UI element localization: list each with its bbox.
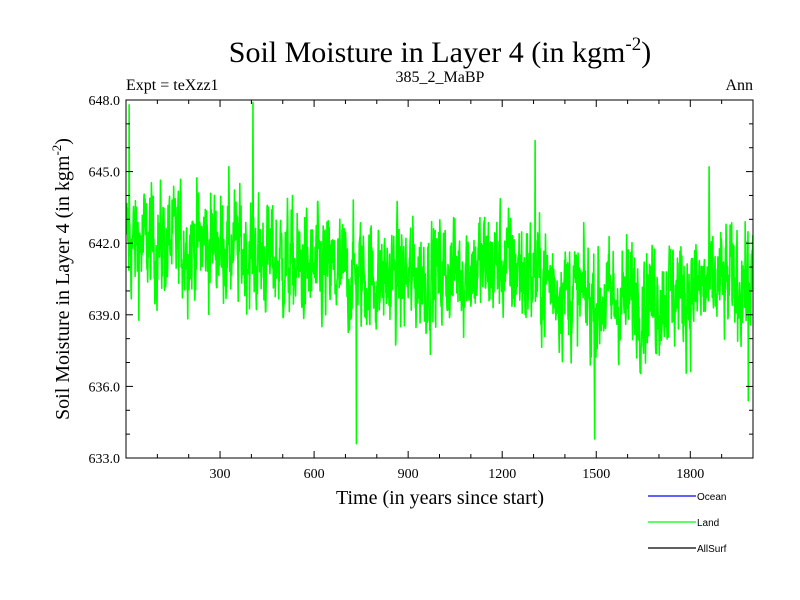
legend-label-allsurf: AllSurf [697,544,727,555]
y-tick-label: 639.0 [89,309,121,324]
chart-title-main: Soil Moisture in Layer 4 (in kgm [229,36,626,69]
x-tick-label: 1800 [676,467,704,482]
y-tick-label: 636.0 [89,380,121,395]
subtitle-left: Expt = teXzz1 [126,77,219,94]
x-tick-label: 1500 [582,467,610,482]
x-tick-label: 300 [210,467,231,482]
y-tick-label: 642.0 [89,237,121,252]
y-tick-label: 648.0 [89,94,121,109]
chart-title: Soil Moisture in Layer 4 (in kgm-2) [229,34,651,69]
subtitle-right: Ann [725,77,753,94]
x-tick-label: 900 [398,467,419,482]
legend-label-ocean: Ocean [697,492,726,503]
chart-title-sup: -2 [625,34,641,55]
series-line-land [126,101,753,445]
y-axis-label-sup: -2 [49,145,64,156]
x-tick-label: 1200 [488,467,516,482]
y-tick-label: 633.0 [89,452,121,467]
legend: Ocean Land AllSurf [648,492,727,555]
y-axis-label-main: Soil Moisture in Layer 4 (in kgm [52,155,74,420]
plot-area [126,101,753,445]
x-axis-label: Time (in years since start) [336,487,544,509]
y-axis-label: Soil Moisture in Layer 4 (in kgm-2) [49,138,74,420]
chart-title-close: ) [641,36,651,69]
legend-label-land: Land [697,518,719,529]
x-tick-label: 600 [304,467,325,482]
y-axis-label-close: ) [52,138,74,145]
axis-ticks: 300 600 900 1200 1500 1800 633.0 636.0 639.0 642.… [89,94,753,482]
y-tick-label: 645.0 [89,166,121,181]
subtitle-center: 385_2_MaBP [396,69,485,86]
